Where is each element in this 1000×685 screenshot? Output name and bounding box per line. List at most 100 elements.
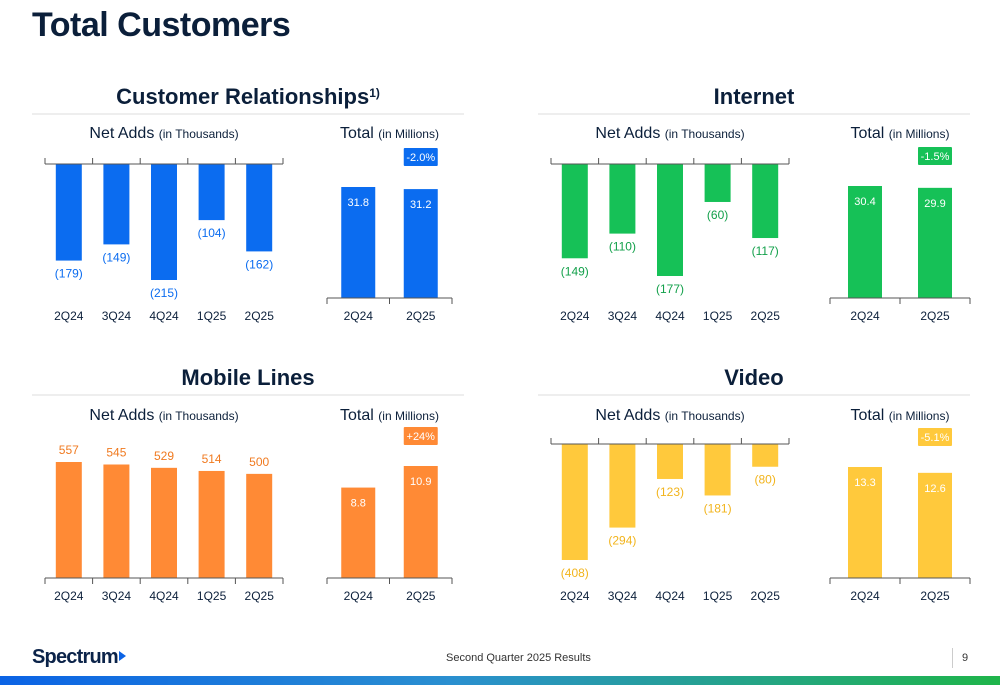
total-unit: (in Millions) (378, 409, 439, 423)
change-badge (403, 427, 438, 445)
net-adds-title: Net Adds (in Thousands) (595, 407, 744, 424)
net-adds-category-label: 1Q25 (703, 589, 733, 603)
net-adds-category-label: 2Q24 (54, 309, 84, 323)
net-adds-category-label: 2Q25 (245, 309, 275, 323)
net-adds-bar (246, 473, 273, 578)
net-adds-bar (246, 164, 273, 252)
change-badge-label: -2.0% (406, 152, 435, 164)
net-adds-value-label: (181) (704, 501, 732, 515)
net-adds-category-label: 2Q25 (751, 589, 781, 603)
net-adds-category-label: 4Q24 (149, 589, 179, 603)
total-category-label: 2Q24 (850, 309, 880, 323)
net-adds-value-label: (179) (55, 267, 83, 281)
logo-text: Spectrum (32, 646, 119, 668)
total-value-label: 31.2 (410, 199, 431, 211)
net-adds-bar (704, 444, 731, 496)
net-adds-bar (103, 164, 130, 245)
net-adds-bar (609, 164, 636, 234)
total-unit: (in Millions) (889, 409, 950, 423)
total-title: Total (in Millions) (851, 407, 950, 424)
net-adds-category-label: 4Q24 (655, 309, 685, 323)
total-title: Total (in Millions) (851, 125, 950, 142)
total-value-label: 29.9 (924, 198, 945, 210)
net-adds-value-label: 529 (154, 449, 174, 463)
panel-video: Video Net Adds (in Thousands) (408) 2Q24 (29… (538, 365, 971, 603)
net-adds-value-label: (80) (755, 473, 776, 487)
net-adds-category-label: 3Q24 (608, 309, 638, 323)
section-title: Video (724, 365, 784, 390)
net-adds-value-label: 514 (202, 452, 222, 466)
total-bar (341, 187, 376, 298)
total-bar (341, 487, 376, 578)
section-title: Internet (714, 84, 795, 109)
page-number: 9 (962, 652, 969, 664)
net-adds-unit: (in Thousands) (665, 127, 745, 141)
total-category-label: 2Q25 (406, 589, 436, 603)
spectrum-logo: Spectrum (32, 646, 126, 669)
total-bar (848, 467, 882, 578)
net-adds-value-label: (60) (707, 208, 728, 222)
net-adds-bar (657, 444, 683, 479)
total-value-label: 8.8 (351, 498, 366, 510)
total-category-label: 2Q24 (344, 309, 374, 323)
net-adds-value-label: 500 (249, 455, 269, 469)
logo-arrow-icon (118, 651, 126, 661)
net-adds-value-label: 545 (106, 445, 126, 459)
total-bar (918, 472, 952, 578)
total-value-label: 10.9 (410, 476, 431, 488)
net-adds-category-label: 1Q25 (197, 309, 227, 323)
panel-customer-relationships: Customer Relationships1) Net Adds (in Tho… (32, 84, 464, 323)
net-adds-bar (198, 164, 225, 221)
net-adds-bar (561, 164, 588, 259)
net-adds-bar (704, 164, 731, 202)
section-title: Customer Relationships1) (116, 84, 380, 109)
net-adds-category-label: 3Q24 (102, 589, 132, 603)
net-adds-category-label: 1Q25 (703, 309, 733, 323)
net-adds-category-label: 2Q24 (54, 589, 84, 603)
footer-divider (952, 648, 953, 668)
net-adds-value-label: (149) (102, 250, 130, 264)
net-adds-value-label: (104) (198, 226, 226, 240)
change-badge (918, 428, 952, 446)
net-adds-value-label: (408) (561, 566, 589, 580)
net-adds-category-label: 3Q24 (102, 309, 132, 323)
change-badge-label: -5.1% (921, 432, 950, 444)
change-badge (403, 148, 438, 166)
section-title-footnote: 1) (369, 86, 380, 100)
net-adds-bar (752, 164, 779, 239)
net-adds-value-label: (177) (656, 282, 684, 296)
total-bar (848, 186, 882, 298)
total-title: Total (in Millions) (340, 407, 439, 424)
total-title: Total (in Millions) (340, 125, 439, 142)
total-unit: (in Millions) (889, 127, 950, 141)
net-adds-unit: (in Thousands) (159, 409, 239, 423)
bottom-gradient-bar (0, 676, 1000, 685)
net-adds-bar (151, 164, 177, 280)
net-adds-title: Net Adds (in Thousands) (89, 407, 238, 424)
net-adds-value-label: (294) (608, 534, 636, 548)
section-title: Mobile Lines (181, 365, 314, 390)
total-bar (403, 189, 438, 298)
total-bar (403, 466, 438, 578)
net-adds-value-label: 557 (59, 443, 79, 457)
net-adds-bar (55, 164, 82, 261)
net-adds-category-label: 4Q24 (655, 589, 685, 603)
total-value-label: 30.4 (854, 196, 875, 208)
change-badge-label: +24% (407, 431, 436, 443)
net-adds-unit: (in Thousands) (665, 409, 745, 423)
net-adds-bar (752, 444, 779, 467)
net-adds-unit: (in Thousands) (159, 127, 239, 141)
net-adds-bar (151, 467, 177, 578)
net-adds-value-label: (117) (752, 244, 779, 258)
net-adds-bar (609, 444, 636, 528)
net-adds-title: Net Adds (in Thousands) (89, 125, 238, 142)
total-value-label: 12.6 (924, 483, 945, 495)
total-value-label: 13.3 (854, 477, 875, 489)
change-badge-label: -1.5% (921, 151, 950, 163)
total-category-label: 2Q24 (850, 589, 880, 603)
net-adds-value-label: (215) (150, 286, 178, 300)
total-value-label: 31.8 (348, 197, 369, 209)
net-adds-category-label: 2Q24 (560, 309, 590, 323)
net-adds-category-label: 2Q25 (751, 309, 781, 323)
